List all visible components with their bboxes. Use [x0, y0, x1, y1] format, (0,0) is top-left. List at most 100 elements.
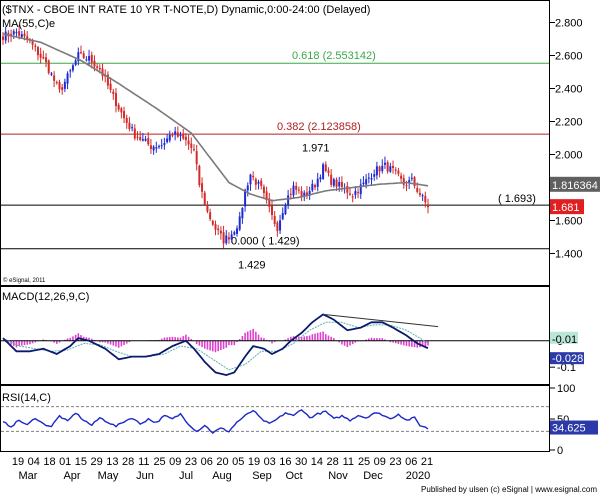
candle-body: [195, 151, 198, 165]
candle-body: [214, 224, 217, 230]
candle-body: [300, 191, 303, 196]
rsi-tick-label: 0: [557, 445, 563, 457]
candle-body: [332, 179, 335, 186]
month-label: Apr: [63, 470, 80, 482]
rsi-line: [2, 409, 429, 435]
date-tick-label: 11: [343, 456, 354, 468]
candle-body: [98, 67, 101, 70]
candle-body: [198, 165, 201, 186]
candle-body: [26, 36, 29, 40]
candle-body: [262, 186, 265, 193]
date-tick-label: 25: [358, 456, 370, 468]
candle-body: [346, 186, 349, 193]
candle-body: [158, 146, 161, 148]
date-tick-label: 04: [28, 456, 40, 468]
candle-body: [182, 134, 185, 139]
date-tick-label: 28: [122, 456, 134, 468]
candle-body: [386, 162, 389, 172]
candle-body: [144, 138, 147, 141]
candle-body: [141, 139, 144, 141]
macd-trend-line: [323, 313, 439, 328]
candle-body: [351, 196, 354, 198]
candle-body: [270, 205, 273, 216]
candle-body: [279, 220, 282, 231]
candle-body: [36, 47, 39, 56]
month-label: Aug: [212, 470, 232, 482]
candle-body: [190, 143, 193, 148]
candle-body: [383, 162, 386, 165]
candle-body: [128, 122, 131, 129]
macd-value-label: -0.01: [552, 334, 577, 346]
candle-body: [85, 59, 88, 61]
candle-body: [338, 181, 341, 187]
candlesticks: [2, 24, 429, 249]
candle-body: [114, 93, 117, 107]
date-tick-label: 01: [59, 456, 71, 468]
candle-body: [4, 31, 7, 41]
candle-body: [330, 174, 333, 185]
candle-body: [365, 179, 368, 185]
macd-legend: MACD(12,26,9,C): [2, 291, 89, 303]
candle-body: [373, 174, 376, 177]
candle-body: [61, 87, 64, 90]
candle-body: [378, 166, 381, 172]
candle-body: [2, 36, 4, 40]
signal-value-label: -0.028: [552, 353, 583, 365]
candle-body: [45, 57, 48, 63]
candle-body: [66, 73, 69, 84]
candle-body: [80, 52, 83, 54]
date-tick-label: 23: [389, 456, 401, 468]
candle-body: [238, 216, 241, 230]
candle-body: [47, 60, 50, 74]
candle-body: [394, 169, 397, 171]
candle-body: [136, 136, 139, 138]
candle-body: [421, 195, 424, 197]
candle-body: [12, 31, 15, 35]
candle-body: [233, 232, 236, 235]
date-tick-label: 09: [169, 456, 181, 468]
candle-body: [34, 45, 37, 47]
candle-body: [55, 82, 58, 84]
candle-body: [160, 145, 163, 147]
candle-body: [244, 189, 247, 207]
time-axis: 19 04 18 01 15 29 13 28 11 25 09 23 06 20 05 19 03 16 30 14…: [12, 456, 433, 482]
candle-body: [241, 207, 244, 219]
macd-value-box: [550, 331, 578, 344]
date-tick-label: 21: [421, 456, 433, 468]
last-price-box: [550, 199, 584, 215]
candle-body: [327, 170, 330, 174]
rsi-value-label: 34.625: [552, 423, 586, 435]
date-tick-label: 06: [201, 456, 213, 468]
macd-tick-label: -0.1: [557, 362, 576, 374]
candle-body: [284, 204, 287, 215]
candle-body: [71, 65, 74, 71]
candle-body: [211, 220, 214, 225]
price-annotations: 1.971 1.429 1.816364 1.681: [238, 142, 600, 272]
candle-body: [319, 177, 322, 180]
candle-body: [63, 81, 66, 89]
candle-body: [82, 53, 85, 59]
candle-body: [131, 127, 134, 129]
candle-body: [370, 178, 373, 180]
price-tick-label: 2.200: [555, 117, 583, 129]
candle-body: [295, 185, 298, 190]
month-label: May: [98, 470, 119, 482]
candle-body: [149, 145, 152, 150]
date-tick-label: 29: [91, 456, 103, 468]
candle-body: [166, 138, 169, 143]
support-line-label: ( 1.693): [498, 193, 536, 205]
candle-body: [18, 31, 21, 36]
candle-body: [311, 183, 314, 191]
price-tick-label: 2.600: [555, 51, 583, 63]
candle-body: [23, 33, 26, 37]
swing-low-label: 1.429: [238, 260, 266, 272]
candle-body: [268, 198, 271, 207]
candle-body: [152, 146, 155, 151]
date-tick-label: 19: [12, 456, 24, 468]
date-tick-label: 28: [326, 456, 338, 468]
date-tick-label: 20: [216, 456, 228, 468]
candle-body: [123, 111, 126, 119]
macd-line: [2, 313, 429, 377]
